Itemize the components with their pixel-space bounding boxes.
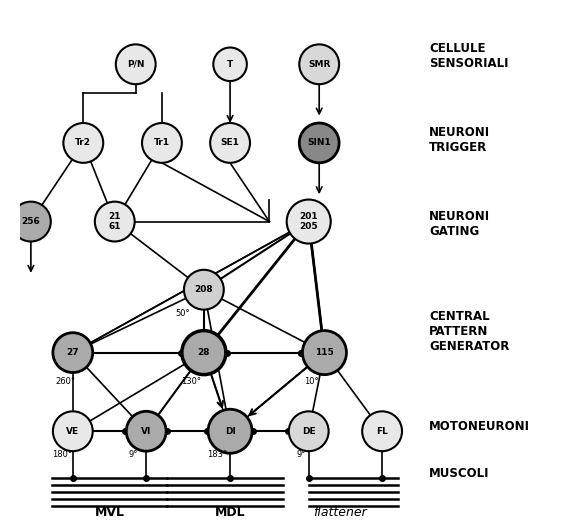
Text: 260°: 260° xyxy=(55,377,75,386)
Text: MOTONEURONI: MOTONEURONI xyxy=(429,419,531,433)
Circle shape xyxy=(286,200,331,243)
Text: flattener: flattener xyxy=(313,506,367,519)
Circle shape xyxy=(116,44,155,84)
Circle shape xyxy=(53,412,93,451)
Circle shape xyxy=(63,123,103,163)
Circle shape xyxy=(184,270,224,310)
Text: 130°: 130° xyxy=(181,377,201,386)
Text: MUSCOLI: MUSCOLI xyxy=(429,467,490,480)
Circle shape xyxy=(208,409,252,453)
Circle shape xyxy=(127,412,166,451)
Circle shape xyxy=(299,44,339,84)
Text: CENTRAL
PATTERN
GENERATOR: CENTRAL PATTERN GENERATOR xyxy=(429,310,510,353)
Circle shape xyxy=(362,412,402,451)
Text: Tr1: Tr1 xyxy=(154,139,170,148)
Text: SMR: SMR xyxy=(308,60,331,69)
Circle shape xyxy=(289,412,329,451)
Text: DE: DE xyxy=(302,427,315,436)
Text: 10°: 10° xyxy=(304,377,319,386)
Text: 183°: 183° xyxy=(207,451,227,460)
Text: VI: VI xyxy=(141,427,151,436)
Text: VE: VE xyxy=(66,427,79,436)
Text: T: T xyxy=(227,60,233,69)
Circle shape xyxy=(214,47,247,81)
Text: 201
205: 201 205 xyxy=(299,212,318,231)
Text: 180°: 180° xyxy=(53,451,72,460)
Text: SE1: SE1 xyxy=(221,139,240,148)
Text: 9°: 9° xyxy=(128,451,138,460)
Text: P/N: P/N xyxy=(127,60,145,69)
Circle shape xyxy=(210,123,250,163)
Circle shape xyxy=(11,202,51,241)
Text: 21
61: 21 61 xyxy=(108,212,121,231)
Text: CELLULE
SENSORIALI: CELLULE SENSORIALI xyxy=(429,43,508,71)
Text: 50°: 50° xyxy=(176,309,190,318)
Circle shape xyxy=(53,333,93,373)
Text: 9°: 9° xyxy=(296,451,306,460)
Circle shape xyxy=(182,330,226,375)
Circle shape xyxy=(299,123,339,163)
Text: 27: 27 xyxy=(67,348,79,357)
Text: FL: FL xyxy=(376,427,388,436)
Text: DI: DI xyxy=(225,427,236,436)
Text: NEURONI
GATING: NEURONI GATING xyxy=(429,210,490,238)
Circle shape xyxy=(95,202,134,241)
Text: 208: 208 xyxy=(194,285,213,294)
Text: MDL: MDL xyxy=(215,506,245,519)
Circle shape xyxy=(142,123,182,163)
Text: NEURONI
TRIGGER: NEURONI TRIGGER xyxy=(429,126,490,154)
Text: 28: 28 xyxy=(198,348,210,357)
Circle shape xyxy=(302,330,346,375)
Text: MVL: MVL xyxy=(94,506,124,519)
Text: 115: 115 xyxy=(315,348,334,357)
Text: Tr2: Tr2 xyxy=(75,139,92,148)
Text: 256: 256 xyxy=(21,217,40,226)
Text: SIN1: SIN1 xyxy=(307,139,331,148)
